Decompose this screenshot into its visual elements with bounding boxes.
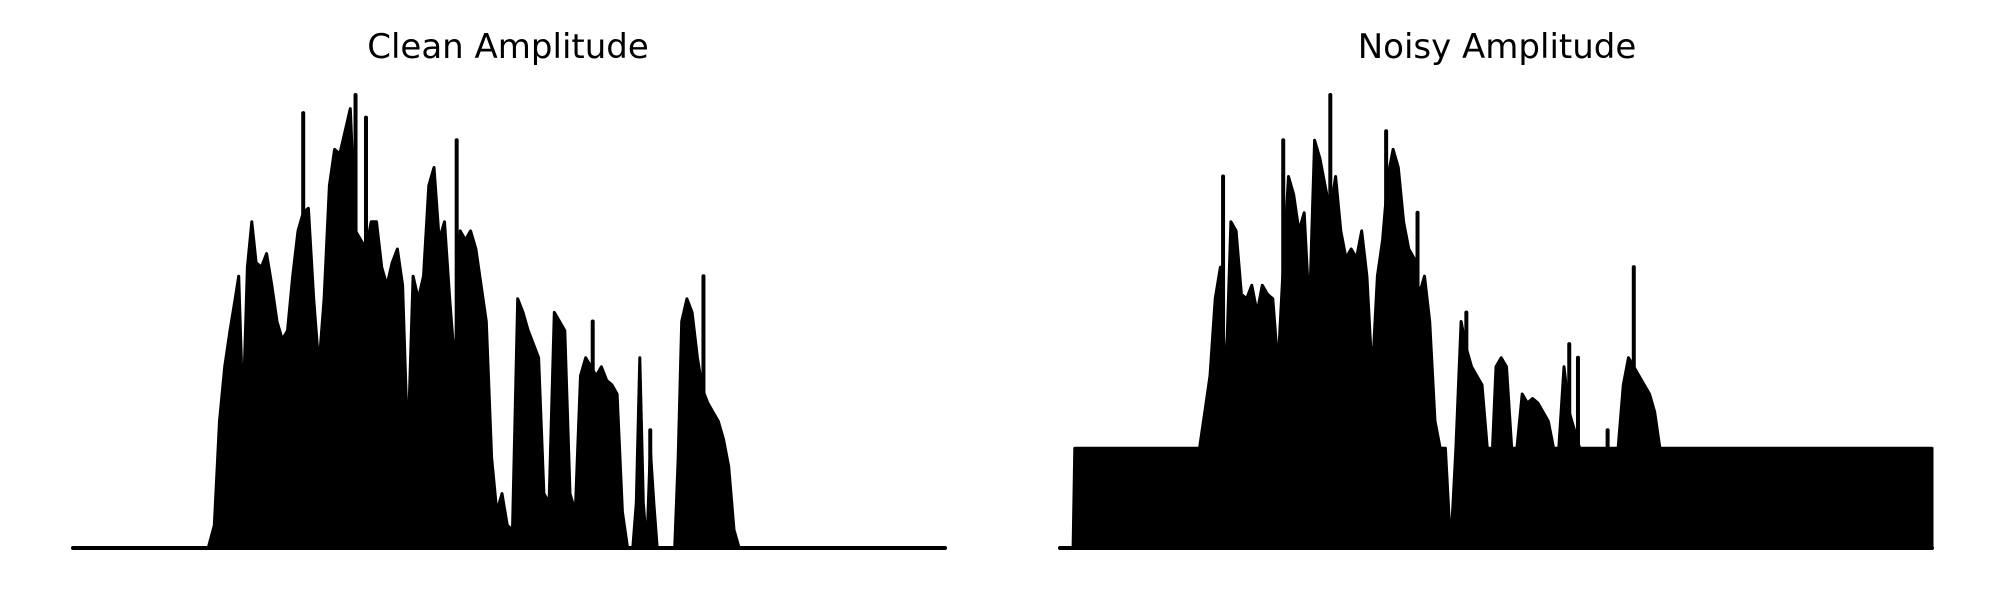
clean-amplitude-title: Clean Amplitude	[367, 27, 649, 67]
clean-amplitude-panel: Clean Amplitude	[71, 27, 947, 550]
clean-amplitude-envelope	[71, 107, 947, 550]
noisy-amplitude-title: Noisy Amplitude	[1358, 27, 1637, 67]
noisy-amplitude-envelope	[1058, 138, 1934, 550]
noisy-amplitude-panel: Noisy Amplitude	[1058, 27, 1934, 550]
